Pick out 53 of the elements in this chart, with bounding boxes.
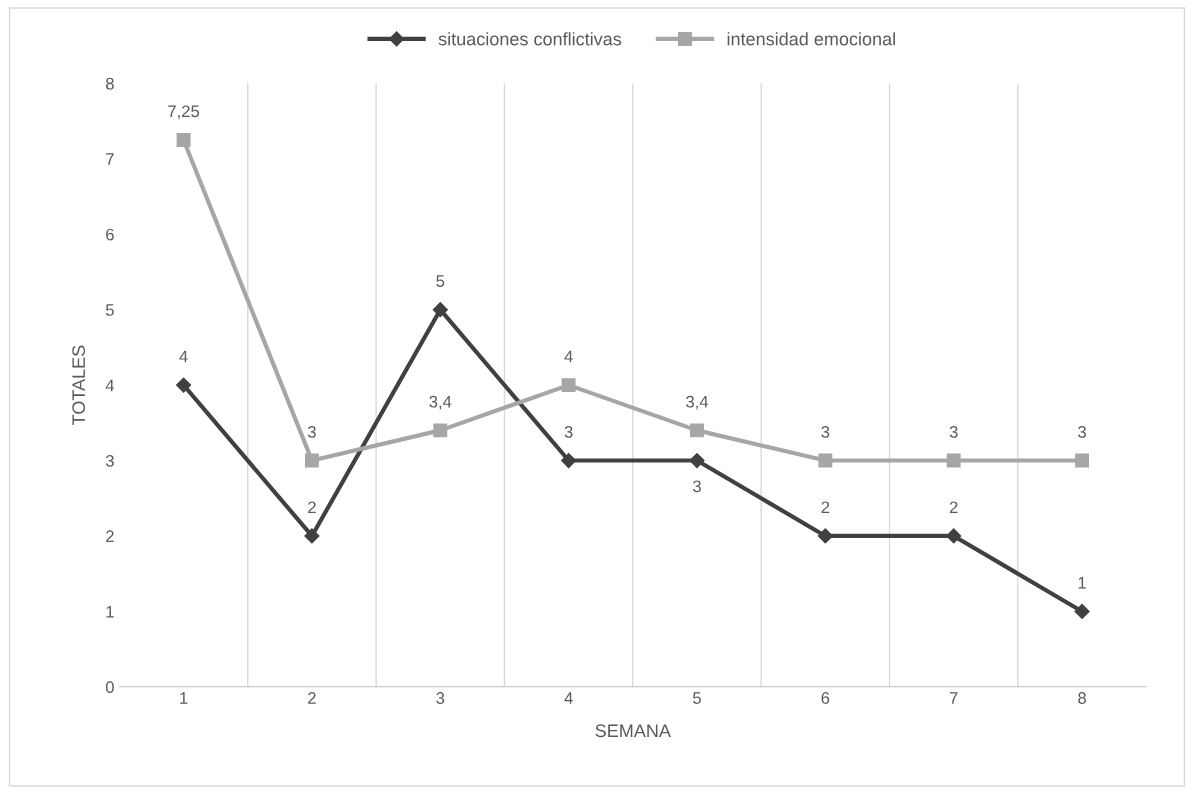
data-label: 3 bbox=[693, 480, 701, 493]
legend-label: situaciones conflictivas bbox=[438, 32, 622, 46]
x-tick-label: 3 bbox=[436, 692, 445, 704]
y-tick-label: 5 bbox=[105, 304, 114, 316]
data-label: 5 bbox=[436, 275, 445, 287]
x-tick-label: 1 bbox=[180, 692, 188, 704]
y-tick-label: 6 bbox=[106, 228, 114, 241]
x-tick-label: 4 bbox=[564, 692, 573, 704]
data-label: 3 bbox=[307, 425, 316, 438]
data-label: 3,4 bbox=[429, 395, 452, 410]
data-label: 3 bbox=[1078, 425, 1086, 438]
point bbox=[946, 453, 961, 468]
point bbox=[817, 528, 833, 544]
x-axis-title: SEMANA bbox=[595, 724, 671, 738]
y-tick-label: 4 bbox=[105, 379, 115, 392]
y-tick-label: 2 bbox=[106, 530, 114, 542]
data-label: 3 bbox=[564, 425, 573, 438]
legend-label: intensidad emocional bbox=[727, 32, 895, 46]
data-label: 4 bbox=[179, 350, 188, 363]
point bbox=[176, 132, 191, 147]
y-tick-label: 3 bbox=[105, 454, 114, 467]
point bbox=[432, 302, 448, 318]
point bbox=[1074, 603, 1090, 619]
point bbox=[304, 528, 320, 544]
point bbox=[304, 453, 319, 468]
point bbox=[561, 378, 576, 393]
x-tick-label: 6 bbox=[821, 692, 830, 704]
point bbox=[946, 528, 962, 544]
point bbox=[176, 377, 192, 393]
x-tick-label: 8 bbox=[1078, 692, 1086, 704]
data-label: 7,25 bbox=[168, 105, 200, 120]
data-label: 3,4 bbox=[686, 395, 709, 410]
y-tick-label: 7 bbox=[106, 153, 114, 165]
data-label: 4 bbox=[564, 350, 573, 363]
data-label: 2 bbox=[821, 501, 830, 514]
data-label: 3 bbox=[821, 425, 830, 438]
point bbox=[690, 423, 704, 438]
point bbox=[1075, 453, 1090, 468]
y-axis-title: TOTALES bbox=[72, 345, 86, 425]
y-tick-label: 8 bbox=[105, 77, 114, 90]
data-label: 1 bbox=[1078, 577, 1086, 589]
point bbox=[689, 452, 705, 469]
data-label: 2 bbox=[308, 501, 316, 514]
x-tick-label: 5 bbox=[693, 692, 701, 704]
y-tick-label: 1 bbox=[106, 605, 114, 618]
data-label: 2 bbox=[949, 501, 958, 514]
x-tick-label: 2 bbox=[308, 692, 316, 704]
point bbox=[818, 453, 833, 468]
point bbox=[561, 452, 577, 469]
y-tick-label: 0 bbox=[105, 681, 114, 694]
x-tick-label: 7 bbox=[949, 692, 958, 704]
point bbox=[433, 423, 448, 438]
data-label: 3 bbox=[949, 425, 958, 438]
